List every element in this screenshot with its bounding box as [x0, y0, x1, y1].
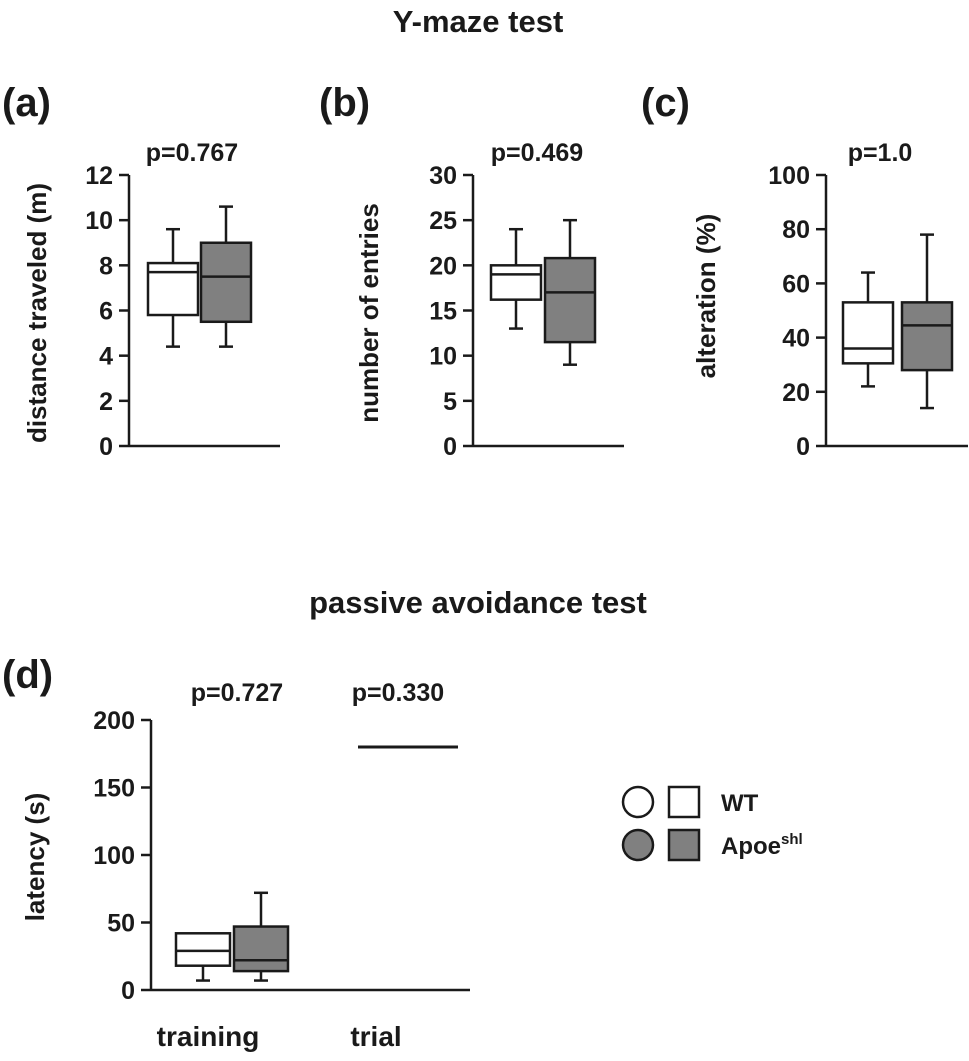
- box-iqr: [232, 925, 290, 973]
- x-category-label: training: [157, 1021, 260, 1052]
- y-tick-label: 15: [429, 298, 457, 326]
- y-tick-label: 8: [99, 252, 113, 280]
- y-tick-label: 60: [782, 270, 810, 298]
- y-tick-label: 80: [782, 216, 810, 244]
- y-tick-label: 0: [99, 433, 113, 461]
- y-tick-label: 30: [429, 162, 457, 190]
- y-tick-label: 12: [85, 162, 113, 190]
- boxplots-a: [146, 205, 253, 348]
- pvalue-a: p=0.767: [146, 139, 238, 167]
- box-apoe-0: [199, 205, 253, 348]
- panel-d: (d) p=0.727 p=0.330 latency (s) 0 50 100 15…: [2, 653, 470, 1052]
- y-tick-label: 0: [121, 977, 135, 1005]
- ylabel-d: latency (s): [20, 793, 50, 922]
- pvalue-b: p=0.469: [491, 139, 583, 167]
- y-tick-label: 50: [107, 910, 135, 938]
- legend: WT Apoeshl: [621, 785, 803, 862]
- y-tick-label: 20: [429, 252, 457, 280]
- y-tick-label: 0: [443, 433, 457, 461]
- y-tick-label: 2: [99, 388, 113, 416]
- y-axis-ticks-c: 0 20 40 60 80 100: [768, 162, 826, 461]
- y-tick-label: 6: [99, 298, 113, 326]
- box-iqr: [174, 932, 232, 967]
- legend-apoe-square: [667, 828, 701, 862]
- box-iqr: [199, 241, 253, 324]
- y-tick-label: 10: [429, 343, 457, 371]
- box-iqr: [900, 301, 954, 372]
- panel-c: (c) p=1.0 alteration (%) 0 20 40 60 80 100: [641, 81, 968, 461]
- panel-a: (a) p=0.767 distance traveled (m) 0 2 4 6 8 1…: [2, 81, 280, 461]
- box-wt-0: [489, 227, 543, 330]
- box-apoe-0: [543, 218, 597, 366]
- ylabel-b: number of entries: [354, 203, 384, 423]
- y-tick-label: 0: [796, 433, 810, 461]
- boxplots-c: [841, 233, 954, 410]
- boxplots-d: [174, 745, 458, 982]
- y-tick-label: 150: [93, 775, 135, 803]
- panel-label-d: (d): [2, 653, 53, 697]
- box-wt-0: [174, 932, 232, 982]
- box-iqr: [841, 301, 895, 365]
- y-axis-ticks-a: 0 2 4 6 8 10 12: [85, 162, 129, 461]
- legend-apoe-circle: [621, 828, 655, 862]
- ylabel-c: alteration (%): [691, 214, 721, 379]
- legend-item-apoe: Apoeshl: [621, 828, 803, 862]
- x-axis-categories-d: training trial: [157, 1021, 402, 1052]
- legend-wt-circle: [621, 785, 655, 819]
- y-tick-label: 200: [93, 707, 135, 735]
- legend-wt-label: WT: [721, 790, 759, 817]
- pvalue-d-trial: p=0.330: [352, 679, 444, 707]
- y-tick-label: 10: [85, 207, 113, 235]
- y-tick-label: 20: [782, 379, 810, 407]
- panel-label-a: (a): [2, 81, 51, 125]
- y-axis-ticks-d: 0 50 100 150 200: [93, 707, 151, 1005]
- legend-item-wt: WT: [621, 785, 759, 819]
- y-tick-label: 40: [782, 325, 810, 353]
- box-wt-0: [146, 227, 200, 348]
- panel-label-b: (b): [319, 81, 370, 125]
- box-wt-0: [841, 271, 895, 388]
- ylabel-a: distance traveled (m): [22, 183, 52, 443]
- box-apoe-0: [232, 891, 290, 982]
- legend-wt-square: [667, 785, 701, 819]
- passive-avoidance-title: passive avoidance test: [309, 585, 647, 620]
- box-iqr: [489, 264, 543, 301]
- y-tick-label: 100: [768, 162, 810, 190]
- panel-label-c: (c): [641, 81, 690, 125]
- pvalue-d-training: p=0.727: [191, 679, 283, 707]
- y-axis-ticks-b: 0 5 10 15 20 25 30: [429, 162, 473, 461]
- panel-b: (b) p=0.469 number of entries 0 5 10 15 20 25…: [319, 81, 624, 461]
- y-tick-label: 25: [429, 207, 457, 235]
- box-iqr: [543, 256, 597, 344]
- box-apoe-0: [900, 233, 954, 410]
- ymaze-title: Y-maze test: [393, 4, 564, 39]
- y-tick-label: 100: [93, 842, 135, 870]
- y-tick-label: 5: [443, 388, 457, 416]
- legend-apoe-label: Apoeshl: [721, 831, 803, 860]
- y-tick-label: 4: [99, 343, 113, 371]
- boxplots-b: [489, 218, 597, 366]
- pvalue-c: p=1.0: [848, 139, 913, 167]
- x-category-label: trial: [350, 1021, 401, 1052]
